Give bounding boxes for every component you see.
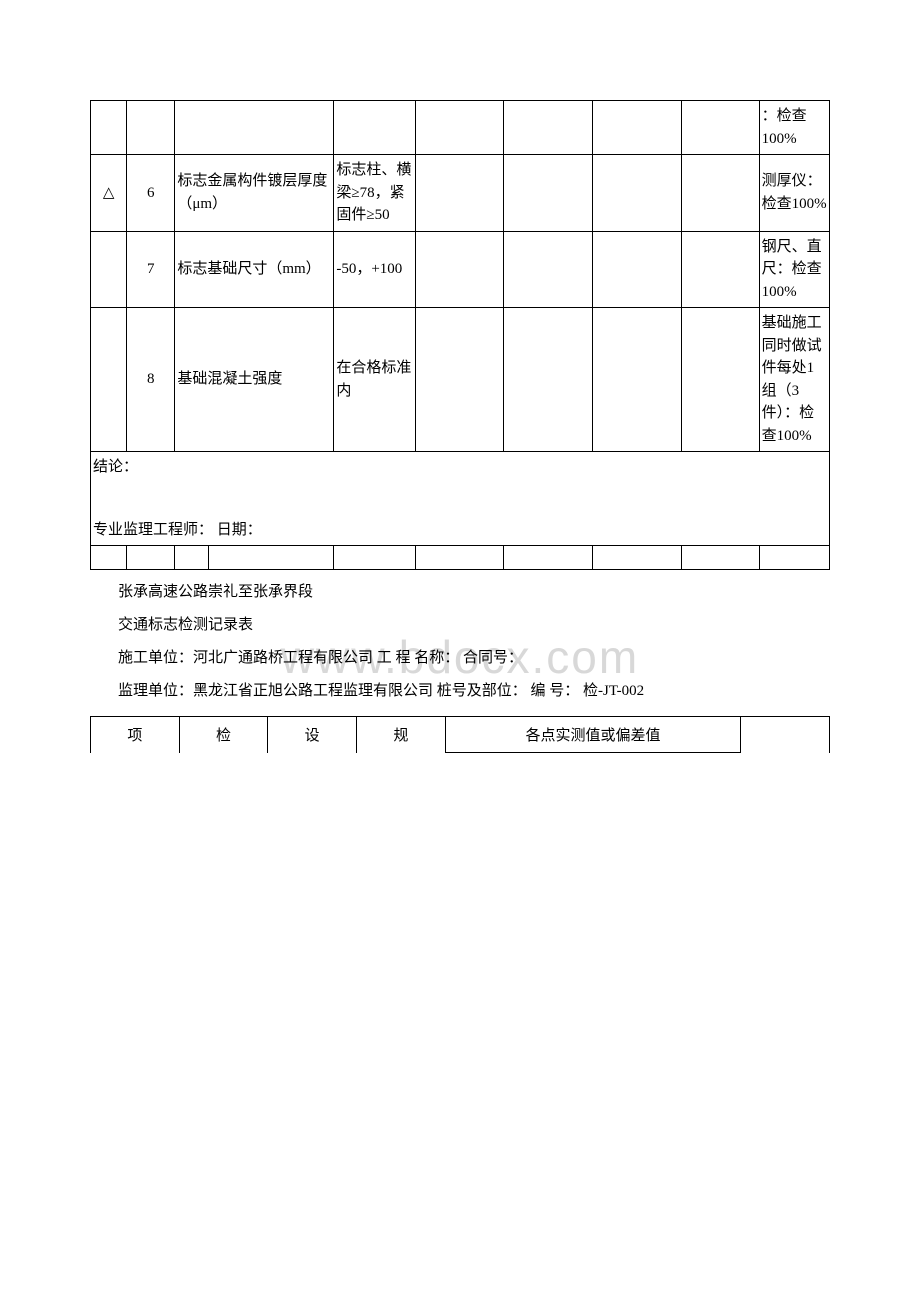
cell-method: 测厚仪：检查100% [759, 155, 829, 232]
header-cell: 规 [357, 717, 446, 753]
cell-method: 基础施工同时做试件每处1组（3件）：检查100% [759, 308, 829, 452]
empty-cell [127, 546, 175, 570]
empty-cell [91, 546, 127, 570]
cell-measure [415, 308, 504, 452]
cell-item [175, 101, 334, 155]
empty-cell [504, 546, 593, 570]
table-row: 8 基础混凝土强度 在合格标准内 基础施工同时做试件每处1组（3件）：检查100… [91, 308, 830, 452]
cell-num: 6 [127, 155, 175, 232]
cell-measure [593, 101, 682, 155]
cell-measure [504, 308, 593, 452]
cell-marker [91, 101, 127, 155]
inspection-table: ：检查100% △ 6 标志金属构件镀层厚度（μm） 标志柱、横梁≥78，紧固件… [90, 100, 830, 570]
section-header-text: 张承高速公路崇礼至张承界段 交通标志检测记录表 施工单位：河北广通路桥工程有限公… [90, 576, 830, 708]
header-cell [741, 717, 830, 753]
cell-measure [682, 155, 760, 232]
table-row: △ 6 标志金属构件镀层厚度（μm） 标志柱、横梁≥78，紧固件≥50 测厚仪：… [91, 155, 830, 232]
empty-cell [682, 546, 760, 570]
cell-measure [415, 231, 504, 308]
cell-marker [91, 231, 127, 308]
cell-item: 基础混凝土强度 [175, 308, 334, 452]
empty-row [91, 546, 830, 570]
header-cell: 检 [179, 717, 268, 753]
empty-cell [415, 546, 504, 570]
conclusion-label: 结论： [93, 456, 827, 479]
contractor-line: 施工单位：河北广通路桥工程有限公司 工 程 名称： 合同号： [118, 642, 830, 675]
cell-measure [415, 155, 504, 232]
table-row: 项 检 设 规 各点实测值或偏差值 [91, 717, 830, 753]
conclusion-row: 结论： 专业监理工程师： 日期： [91, 452, 830, 546]
cell-num [127, 101, 175, 155]
cell-measure [415, 101, 504, 155]
empty-cell [593, 546, 682, 570]
cell-measure [504, 155, 593, 232]
cell-method: ：检查100% [759, 101, 829, 155]
cell-marker [91, 308, 127, 452]
header-cell: 项 [91, 717, 180, 753]
cell-measure [682, 101, 760, 155]
empty-cell [175, 546, 208, 570]
empty-cell [759, 546, 829, 570]
supervisor-line: 监理单位：黑龙江省正旭公路工程监理有限公司 桩号及部位： 编 号： 检-JT-0… [118, 675, 830, 708]
header-cell: 各点实测值或偏差值 [445, 717, 741, 753]
cell-spec: 标志柱、横梁≥78，紧固件≥50 [334, 155, 415, 232]
cell-item: 标志金属构件镀层厚度（μm） [175, 155, 334, 232]
table-row: ：检查100% [91, 101, 830, 155]
project-name-line: 张承高速公路崇礼至张承界段 [118, 576, 830, 609]
conclusion-cell: 结论： 专业监理工程师： 日期： [91, 452, 830, 546]
form-title-line: 交通标志检测记录表 [118, 609, 830, 642]
cell-num: 8 [127, 308, 175, 452]
cell-measure [682, 308, 760, 452]
cell-num: 7 [127, 231, 175, 308]
cell-spec: -50，+100 [334, 231, 415, 308]
cell-measure [593, 155, 682, 232]
empty-cell [334, 546, 415, 570]
page-container: ：检查100% △ 6 标志金属构件镀层厚度（μm） 标志柱、横梁≥78，紧固件… [0, 0, 920, 813]
cell-spec: 在合格标准内 [334, 308, 415, 452]
empty-cell [208, 546, 334, 570]
cell-marker: △ [91, 155, 127, 232]
cell-spec [334, 101, 415, 155]
cell-item: 标志基础尺寸（mm） [175, 231, 334, 308]
cell-measure [593, 231, 682, 308]
cell-measure [504, 101, 593, 155]
cell-measure [504, 231, 593, 308]
cell-measure [682, 231, 760, 308]
table-row: 7 标志基础尺寸（mm） -50，+100 钢尺、直尺：检查100% [91, 231, 830, 308]
header-cell: 设 [268, 717, 357, 753]
cell-method: 钢尺、直尺：检查100% [759, 231, 829, 308]
cell-measure [593, 308, 682, 452]
signature-line: 专业监理工程师： 日期： [93, 519, 827, 542]
record-table-header: 项 检 设 规 各点实测值或偏差值 [90, 716, 830, 753]
